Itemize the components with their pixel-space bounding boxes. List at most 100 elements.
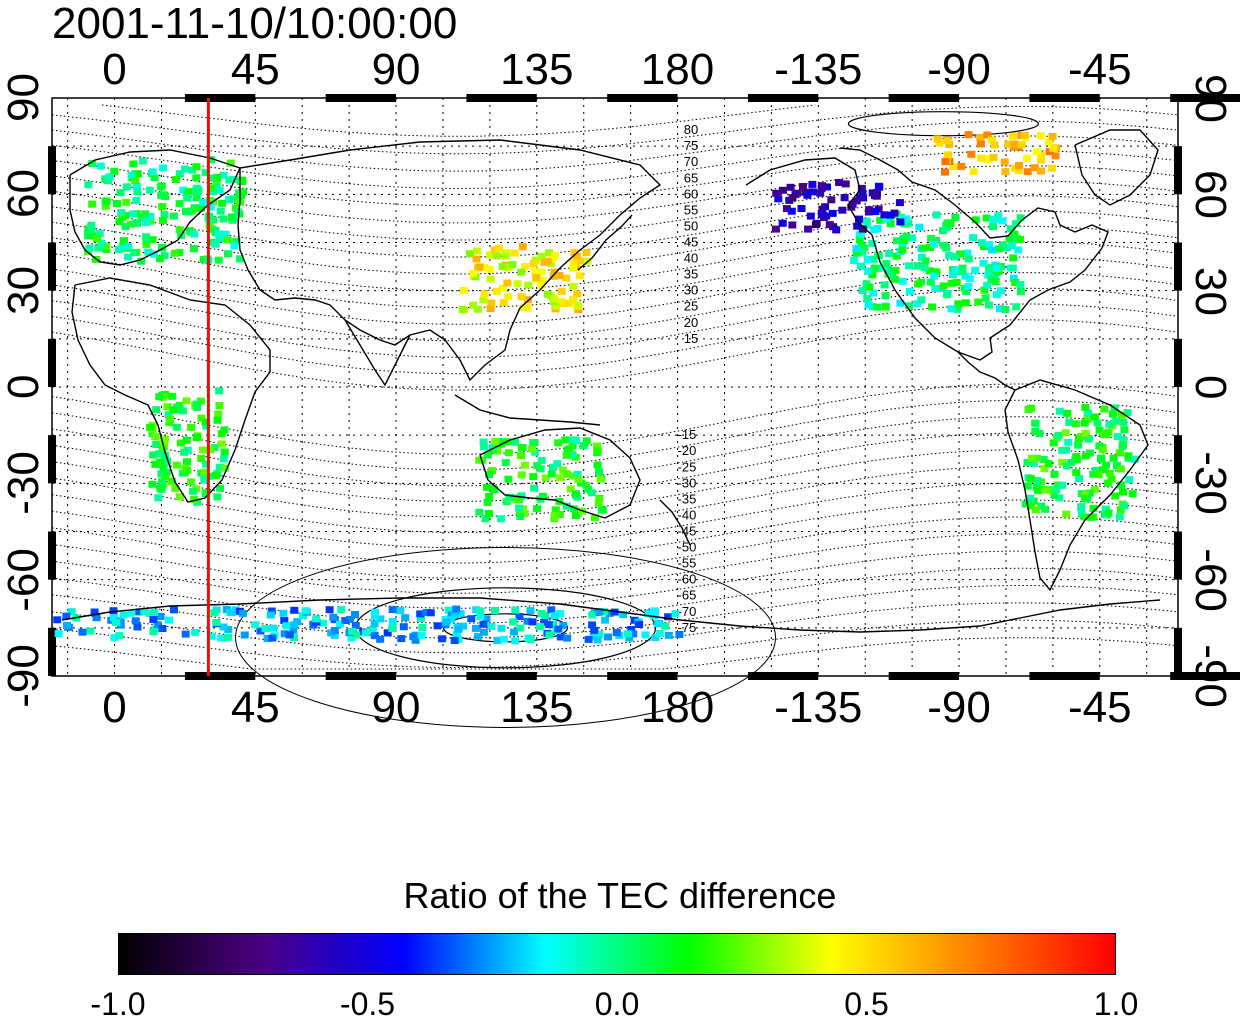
contour-label: -55 xyxy=(678,556,697,571)
tec-cell xyxy=(190,230,199,238)
axis-bar-top xyxy=(747,94,819,102)
tec-cell xyxy=(828,209,837,217)
tec-cell xyxy=(947,279,956,287)
axis-bar-left xyxy=(48,435,56,484)
tec-cell xyxy=(1050,491,1059,499)
tec-cell xyxy=(118,242,127,250)
tec-cell xyxy=(217,430,226,438)
tec-cell xyxy=(582,249,591,257)
tec-cell xyxy=(821,203,830,211)
tec-cell xyxy=(921,257,930,265)
tec-cell xyxy=(484,510,493,518)
tec-cell xyxy=(1009,274,1018,282)
tec-cell xyxy=(858,248,867,256)
tec-cell xyxy=(498,263,507,271)
tec-cell xyxy=(963,249,972,257)
tec-cell xyxy=(149,451,158,459)
tec-cell xyxy=(1033,454,1042,462)
tec-cell xyxy=(90,608,99,616)
tec-cell xyxy=(569,259,578,267)
tec-cell xyxy=(664,631,673,639)
tec-cell xyxy=(192,163,201,171)
tec-cell xyxy=(214,230,223,238)
tec-cell xyxy=(488,467,496,475)
tec-cell xyxy=(871,192,879,200)
tec-cell xyxy=(1029,460,1038,468)
tec-cell xyxy=(976,140,985,148)
tec-cell xyxy=(1031,419,1040,427)
tec-cell xyxy=(835,179,844,186)
tec-cell xyxy=(202,489,211,496)
axis-bar-bottom xyxy=(325,672,397,680)
tec-cell xyxy=(168,392,177,400)
tec-cell xyxy=(504,293,513,301)
tec-cell xyxy=(442,618,451,626)
tec-cell xyxy=(175,170,184,178)
tec-cell xyxy=(1015,162,1023,169)
tec-cell xyxy=(1054,481,1062,489)
tec-cell xyxy=(517,452,525,459)
tec-cell xyxy=(371,612,379,620)
coast-indonesia xyxy=(454,394,601,426)
tec-cell xyxy=(1102,461,1110,469)
tec-cell xyxy=(772,189,781,197)
tec-cell xyxy=(863,295,872,302)
tec-cell xyxy=(571,512,580,519)
tec-cell xyxy=(219,171,228,179)
tec-cell xyxy=(1113,433,1122,441)
tec-cell xyxy=(450,611,459,619)
tec-cell xyxy=(595,468,603,476)
tec-cell xyxy=(557,298,566,306)
tec-cell xyxy=(54,630,63,638)
tec-cell xyxy=(161,473,170,481)
tec-cell xyxy=(1011,279,1020,286)
tec-cell xyxy=(213,174,221,181)
tec-cell xyxy=(868,240,877,247)
tec-cell xyxy=(915,223,924,231)
tec-cell xyxy=(500,635,508,643)
contour-label: 20 xyxy=(684,315,698,330)
tec-cell xyxy=(201,418,210,426)
tec-cell xyxy=(86,627,95,635)
tec-cell xyxy=(447,615,456,623)
tec-cell xyxy=(171,176,180,183)
tec-cell xyxy=(1023,458,1032,466)
tec-cell xyxy=(169,212,178,220)
tec-cell xyxy=(896,299,905,307)
tec-cell xyxy=(885,269,894,277)
tec-cell xyxy=(868,303,877,311)
tec-cell xyxy=(113,200,121,208)
contour-label: -70 xyxy=(678,604,697,619)
tec-cell xyxy=(141,210,150,218)
tec-cell xyxy=(497,515,505,523)
tec-cell xyxy=(146,423,155,431)
contour-line xyxy=(51,106,1179,155)
top-lon-label: -135 xyxy=(774,45,863,94)
tec-cell xyxy=(511,637,520,645)
tec-cell xyxy=(520,461,529,469)
tec-cell xyxy=(601,616,610,624)
top-lon-label: 135 xyxy=(500,45,574,94)
tec-cell xyxy=(943,137,952,145)
tec-cell xyxy=(211,472,220,480)
tec-cell xyxy=(532,274,541,282)
tec-cell xyxy=(1062,510,1071,518)
tec-cell xyxy=(87,225,96,233)
tec-cell xyxy=(1051,152,1060,160)
tec-cell xyxy=(157,478,166,486)
tec-cell xyxy=(490,246,499,254)
tec-cell xyxy=(501,252,510,260)
tec-cell xyxy=(1014,246,1023,254)
tec-cell xyxy=(964,255,973,263)
tec-cell xyxy=(232,237,241,245)
tec-cell xyxy=(347,634,356,642)
tec-cell xyxy=(1064,438,1073,446)
tec-cell xyxy=(191,628,200,636)
tec-cell xyxy=(871,208,880,216)
tec-cell xyxy=(220,448,229,456)
tec-cell xyxy=(197,414,206,422)
tec-cell xyxy=(469,301,478,309)
tec-cell xyxy=(170,606,178,614)
tec-cell xyxy=(96,162,105,170)
tec-cell xyxy=(974,298,983,306)
